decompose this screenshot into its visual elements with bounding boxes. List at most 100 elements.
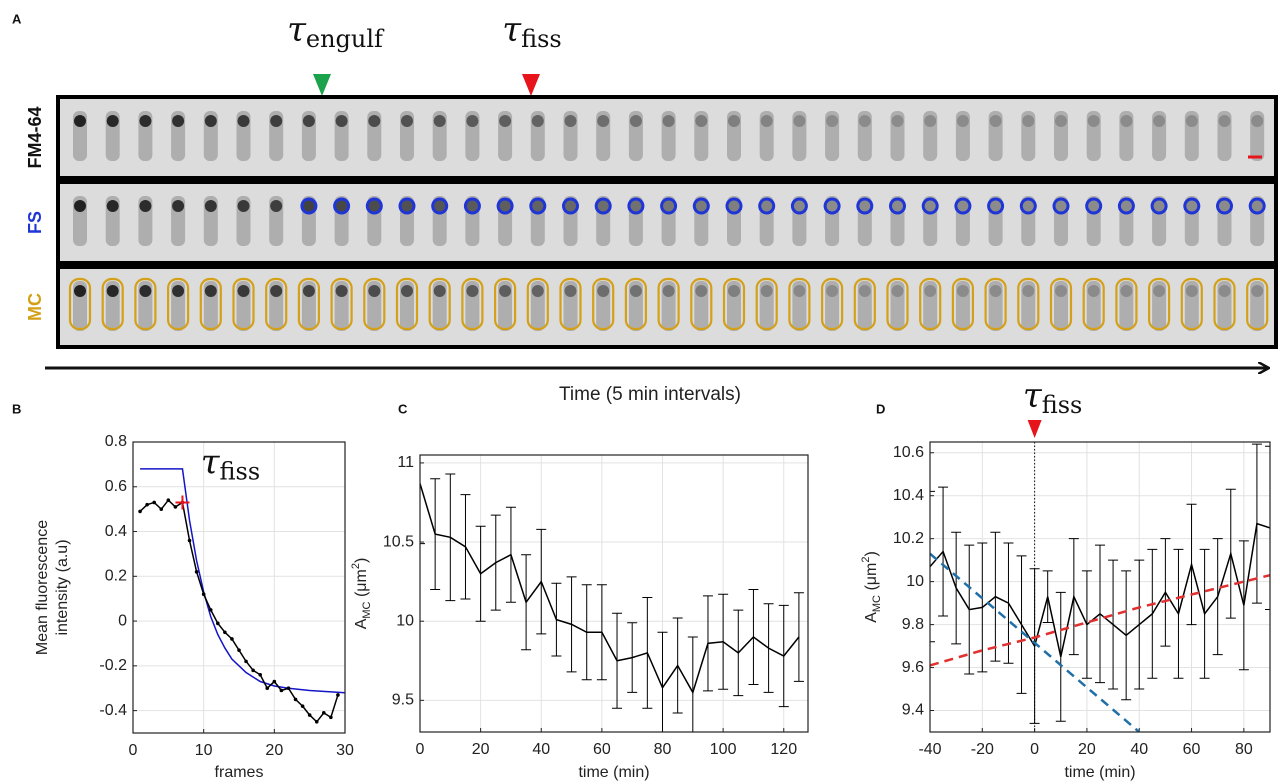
cell-body [759,111,774,161]
cell-spot [1087,115,1100,127]
data-line [930,552,1141,732]
error-bar [642,596,653,709]
cell-spot [662,200,675,212]
cell-spot [1185,115,1198,127]
data-point [258,673,263,677]
y-axis-label: AMC (μm2) [350,558,373,630]
cell-body [792,281,807,331]
mc-outline [494,277,517,331]
fs-outline [921,197,939,215]
cell-body [628,196,643,246]
time-axis-label: Time (5 min intervals) [559,384,741,405]
time-marker [522,74,540,96]
cell-spot [466,115,479,127]
cell-spot [237,285,250,297]
error-bar [1160,538,1171,647]
panel-label: A [12,11,22,26]
error-bar [1108,559,1119,690]
fs-outline [725,197,743,215]
ylabel-sub: MC [871,595,883,612]
cell-body [1119,111,1134,161]
cell-spot [1251,200,1264,212]
mc-outline [1246,277,1269,331]
error-bar [1134,559,1145,690]
error-bar [1042,570,1053,623]
cell-spot [172,115,185,127]
tau-subscript: fiss [220,457,261,485]
mc-outline [265,277,288,331]
cell-spot [826,285,839,297]
error-bar [460,494,471,600]
ylabel-sub: MC [361,601,373,618]
panel-label: D [876,401,885,416]
error-bar [420,455,425,545]
cell-spot [172,285,185,297]
cell-body [1217,281,1232,331]
cell-spot [401,115,413,127]
cell-spot [956,115,969,127]
cell-spot [858,285,871,297]
mc-outline [1147,277,1171,331]
tau-label: τfiss [201,442,260,485]
cell-spot [1120,115,1133,127]
cell-spot [1022,200,1035,212]
fs-outline [1117,197,1135,215]
fs-outline [562,197,579,215]
error-bar [964,544,975,675]
cell-body [825,196,840,246]
cell-spot [662,115,675,127]
y-axis-label: intensity (a.u) [54,539,71,635]
cell-spot [302,115,315,127]
cell-spot [1087,285,1100,297]
cell-spot [1185,200,1198,212]
data-point [145,502,149,507]
mc-outline [886,277,909,331]
cell-spot [924,115,937,127]
x-tick-label: 40 [532,741,550,758]
error-bar [1016,555,1027,694]
cell-spot [74,115,86,127]
cell-body [727,111,741,161]
cell-spot [368,285,381,297]
plot-area [420,455,808,732]
cell-spot [760,115,773,127]
cell-spot [433,285,446,297]
mc-outline [363,277,386,331]
x-tick-label: 0 [129,742,138,759]
cell-body [628,111,643,161]
data-line [930,573,1270,667]
plot-content [420,455,804,732]
mc-outline [297,277,320,331]
x-tick-label: 30 [336,742,354,759]
mc-outline [919,277,942,331]
x-tick-label: 60 [593,741,611,758]
error-bar [1238,540,1249,671]
fs-outline [463,197,481,215]
x-tick-label: -20 [971,741,994,758]
cell-body [596,196,611,246]
x-tick-label: 120 [770,741,797,758]
fs-outline [692,197,710,215]
cell-spot [433,200,446,212]
data-point [329,715,333,720]
mc-outline [657,277,680,331]
cell-body [857,111,872,161]
cell-spot [728,285,740,297]
cell-spot [499,200,512,212]
fs-outline [889,197,906,215]
cell-spot [1055,115,1067,127]
error-bar [763,603,774,693]
cell-body [792,111,807,161]
cell-body [596,281,611,331]
x-tick-label: 20 [1078,741,1096,758]
y-tick-label: -0.2 [99,657,127,674]
cell-spot [204,200,217,212]
x-tick-label: 100 [710,741,737,758]
cell-spot [139,200,152,212]
error-bar [1081,570,1092,679]
error-bar [581,584,592,681]
data-point [293,697,298,702]
y-tick-label: 0 [118,612,127,629]
cell-spot [695,200,708,212]
